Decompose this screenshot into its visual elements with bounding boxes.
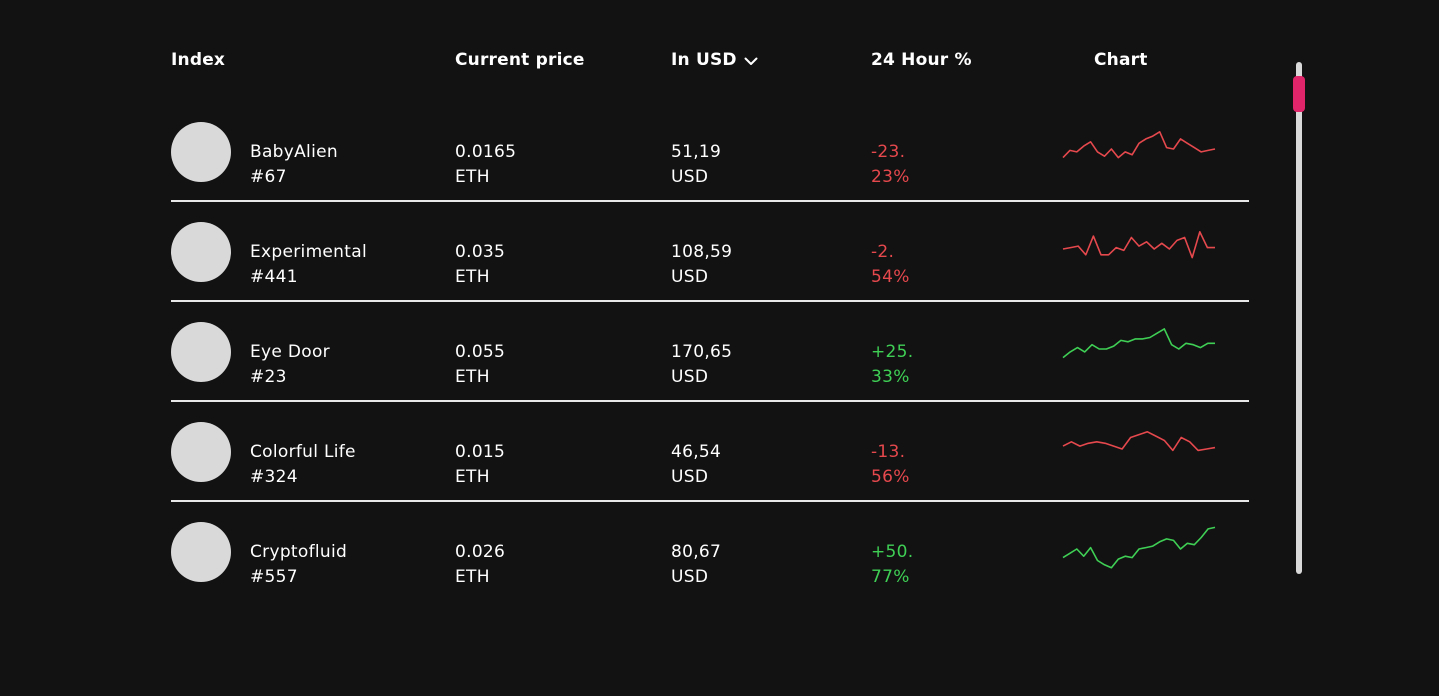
table-header: Index Current price In USD 24 Hour % Cha… (0, 50, 1439, 76)
change-cell: -2. 54% (871, 240, 910, 290)
change-value-part2: 56% (871, 467, 910, 487)
change-value-part1: -13. (871, 442, 906, 462)
usd-cell: 108,59 USD (671, 240, 732, 290)
avatar (171, 222, 231, 282)
change-value-part1: +50. (871, 542, 914, 562)
header-index[interactable]: Index (171, 50, 226, 70)
usd-value: 108,59 (671, 242, 733, 262)
sparkline-chart (1062, 431, 1216, 452)
change-value-part2: 23% (871, 167, 910, 187)
price-value: 0.0165 (455, 142, 517, 162)
usd-value: 170,65 (671, 342, 733, 362)
price-cell: 0.015 ETH (455, 440, 505, 490)
change-cell: -13. 56% (871, 440, 910, 490)
price-value: 0.035 (455, 242, 506, 262)
change-value-part1: -23. (871, 142, 906, 162)
usd-cell: 80,67 USD (671, 540, 721, 590)
avatar (171, 422, 231, 482)
usd-unit: USD (671, 567, 709, 587)
usd-cell: 51,19 USD (671, 140, 721, 190)
header-24h-change[interactable]: 24 Hour % (871, 50, 972, 70)
usd-unit: USD (671, 467, 709, 487)
table-row[interactable]: Colorful Life #324 0.015 ETH 46,54 USD -… (171, 402, 1249, 502)
item-name: Experimental (250, 242, 367, 262)
price-unit: ETH (455, 567, 490, 587)
item-number: #67 (250, 167, 287, 187)
usd-unit: USD (671, 267, 709, 287)
item-name: Colorful Life (250, 442, 356, 462)
currency-dropdown-label: In USD (671, 50, 737, 70)
avatar (171, 522, 231, 582)
sparkline-series (1062, 231, 1215, 259)
item-name-cell: Eye Door #23 (250, 340, 330, 390)
item-number: #324 (250, 467, 298, 487)
item-number: #557 (250, 567, 298, 587)
item-name-cell: Cryptofluid #557 (250, 540, 347, 590)
scrollbar-thumb[interactable] (1293, 76, 1305, 112)
price-unit: ETH (455, 167, 490, 187)
price-unit: ETH (455, 267, 490, 287)
chevron-down-icon (744, 57, 758, 65)
item-name-cell: BabyAlien #67 (250, 140, 338, 190)
usd-cell: 170,65 USD (671, 340, 732, 390)
sparkline-chart (1062, 526, 1216, 569)
header-chart: Chart (1094, 50, 1148, 70)
sparkline-series (1062, 526, 1216, 569)
table-row[interactable]: Eye Door #23 0.055 ETH 170,65 USD +25. 3… (171, 302, 1249, 402)
change-cell: -23. 23% (871, 140, 910, 190)
usd-value: 46,54 (671, 442, 722, 462)
sparkline-chart (1062, 328, 1215, 359)
avatar (171, 322, 231, 382)
usd-unit: USD (671, 367, 709, 387)
item-number: #441 (250, 267, 298, 287)
scrollbar-track[interactable] (1296, 62, 1302, 574)
change-value-part2: 33% (871, 367, 910, 387)
price-unit: ETH (455, 367, 490, 387)
price-value: 0.026 (455, 542, 506, 562)
header-current-price[interactable]: Current price (455, 50, 585, 70)
change-value-part2: 54% (871, 267, 910, 287)
avatar (171, 122, 231, 182)
change-value-part1: -2. (871, 242, 895, 262)
item-name-cell: Colorful Life #324 (250, 440, 356, 490)
change-cell: +25. 33% (871, 340, 913, 390)
vertical-scrollbar[interactable] (1293, 62, 1305, 574)
sparkline-series (1062, 431, 1216, 452)
table-row[interactable]: Experimental #441 0.035 ETH 108,59 USD -… (171, 202, 1249, 302)
price-value: 0.055 (455, 342, 506, 362)
item-name-cell: Experimental #441 (250, 240, 367, 290)
sparkline-chart (1062, 131, 1216, 159)
usd-unit: USD (671, 167, 709, 187)
sparkline-series (1062, 328, 1215, 359)
price-value: 0.015 (455, 442, 506, 462)
table-body: BabyAlien #67 0.0165 ETH 51,19 USD -23. … (171, 102, 1249, 602)
item-number: #23 (250, 367, 287, 387)
item-name: BabyAlien (250, 142, 338, 162)
price-cell: 0.0165 ETH (455, 140, 516, 190)
sparkline-series (1062, 131, 1216, 159)
sparkline-chart (1062, 231, 1215, 259)
price-cell: 0.026 ETH (455, 540, 505, 590)
price-unit: ETH (455, 467, 490, 487)
usd-value: 80,67 (671, 542, 722, 562)
price-cell: 0.055 ETH (455, 340, 505, 390)
item-name: Eye Door (250, 342, 330, 362)
price-cell: 0.035 ETH (455, 240, 505, 290)
currency-dropdown[interactable]: In USD (671, 50, 758, 70)
table-row[interactable]: BabyAlien #67 0.0165 ETH 51,19 USD -23. … (171, 102, 1249, 202)
change-value-part1: +25. (871, 342, 914, 362)
usd-cell: 46,54 USD (671, 440, 721, 490)
usd-value: 51,19 (671, 142, 722, 162)
change-cell: +50. 77% (871, 540, 913, 590)
table-row[interactable]: Cryptofluid #557 0.026 ETH 80,67 USD +50… (171, 502, 1249, 602)
change-value-part2: 77% (871, 567, 910, 587)
item-name: Cryptofluid (250, 542, 348, 562)
